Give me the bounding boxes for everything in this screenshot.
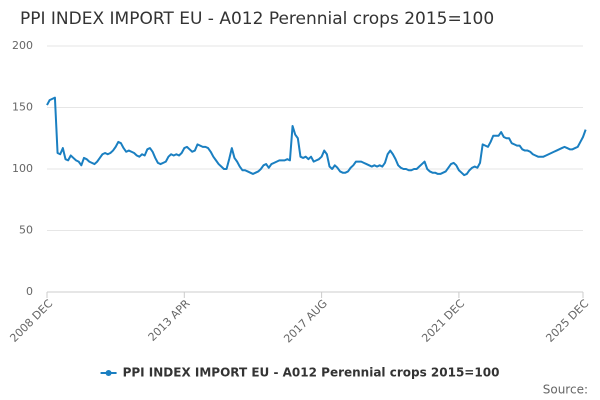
x-tick-label: 2017 AUG [281, 297, 330, 346]
legend-marker [105, 370, 112, 376]
series-line [46, 96, 587, 177]
legend-label: PPI INDEX IMPORT EU - A012 Perennial cro… [123, 366, 500, 380]
x-tick-label: 2021 DEC [419, 297, 467, 345]
y-tick-label: 100 [12, 162, 33, 175]
chart-title: PPI INDEX IMPORT EU - A012 Perennial cro… [20, 9, 494, 29]
source: Source: [543, 383, 588, 397]
y-tick-label: 200 [12, 39, 33, 52]
y-tick-label: 150 [12, 101, 33, 114]
x-tick-label: 2008 DEC [7, 297, 55, 345]
y-tick-label: 50 [19, 224, 33, 237]
x-tick-label: 2025 DEC [543, 297, 591, 345]
x-tick-label: 2013 APR [146, 297, 193, 344]
y-tick-label: 0 [26, 285, 33, 298]
